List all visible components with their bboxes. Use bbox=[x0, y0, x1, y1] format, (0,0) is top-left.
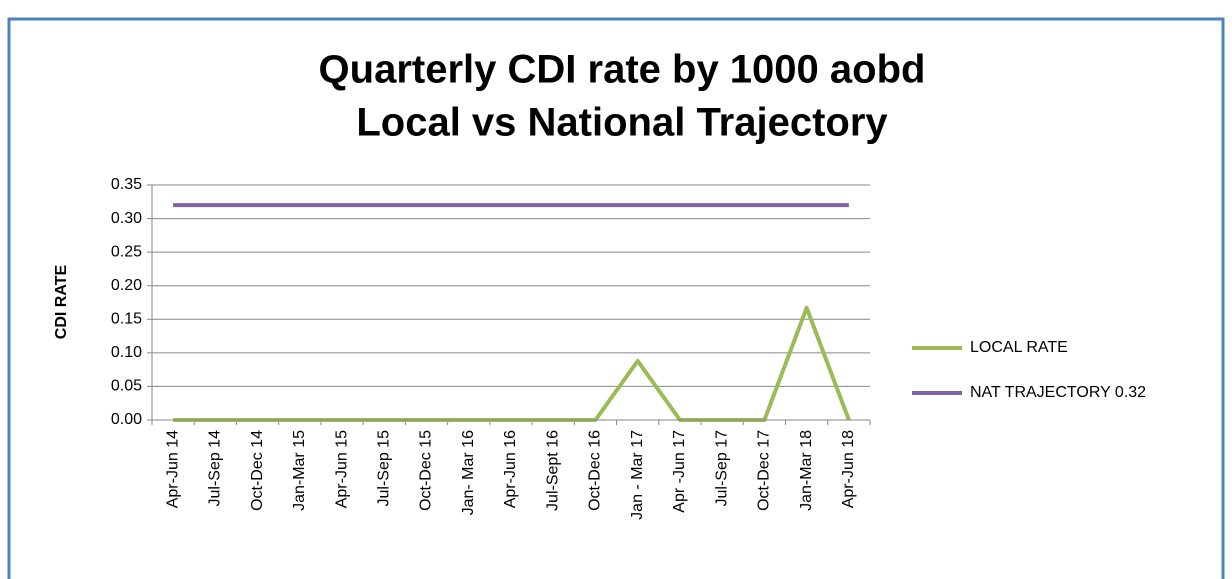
x-tick-label: Apr-Jun 18 bbox=[840, 430, 857, 508]
y-tick-label: 0.10 bbox=[111, 344, 142, 361]
x-tick-label: Oct-Dec 15 bbox=[418, 430, 435, 511]
y-tick-label: 0.20 bbox=[111, 277, 142, 294]
x-tick-label: Jan-Mar 18 bbox=[798, 430, 815, 511]
x-tick-label: Oct-Dec 14 bbox=[249, 430, 266, 511]
x-tick-label: Oct-Dec 17 bbox=[756, 430, 773, 511]
x-tick-label: Apr-Jun 14 bbox=[164, 430, 181, 508]
legend-label: NAT TRAJECTORY 0.32 bbox=[970, 384, 1146, 401]
x-tick-label: Jan- Mar 16 bbox=[460, 430, 477, 515]
x-tick-label: Apr -Jun 17 bbox=[671, 430, 688, 513]
y-tick-label: 0.05 bbox=[111, 378, 142, 395]
chart-title: Local vs National Trajectory bbox=[356, 101, 888, 145]
x-tick-label: Jul-Sep 17 bbox=[713, 430, 730, 507]
x-tick-label: Jul-Sept 16 bbox=[544, 430, 561, 511]
y-tick-label: 0.25 bbox=[111, 243, 142, 260]
y-tick-label: 0.15 bbox=[111, 311, 142, 328]
x-tick-label: Apr-Jun 16 bbox=[502, 430, 519, 508]
legend-label: LOCAL RATE bbox=[970, 339, 1068, 356]
y-tick-label: 0.00 bbox=[111, 411, 142, 428]
y-tick-label: 0.30 bbox=[111, 210, 142, 227]
chart-frame bbox=[7, 17, 1225, 579]
chart-title: Quarterly CDI rate by 1000 aobd bbox=[319, 48, 926, 92]
x-tick-label: Apr-Jun 15 bbox=[333, 430, 350, 508]
x-tick-label: Jan-Mar 15 bbox=[291, 430, 308, 511]
x-tick-label: Jul-Sep 15 bbox=[376, 430, 393, 507]
x-tick-label: Oct-Dec 16 bbox=[587, 430, 604, 511]
y-axis-label: CDI RATE bbox=[53, 264, 70, 339]
x-tick-label: Jan - Mar 17 bbox=[629, 430, 646, 520]
x-tick-label: Jul-Sep 14 bbox=[207, 430, 224, 507]
y-tick-label: 0.35 bbox=[111, 176, 142, 193]
